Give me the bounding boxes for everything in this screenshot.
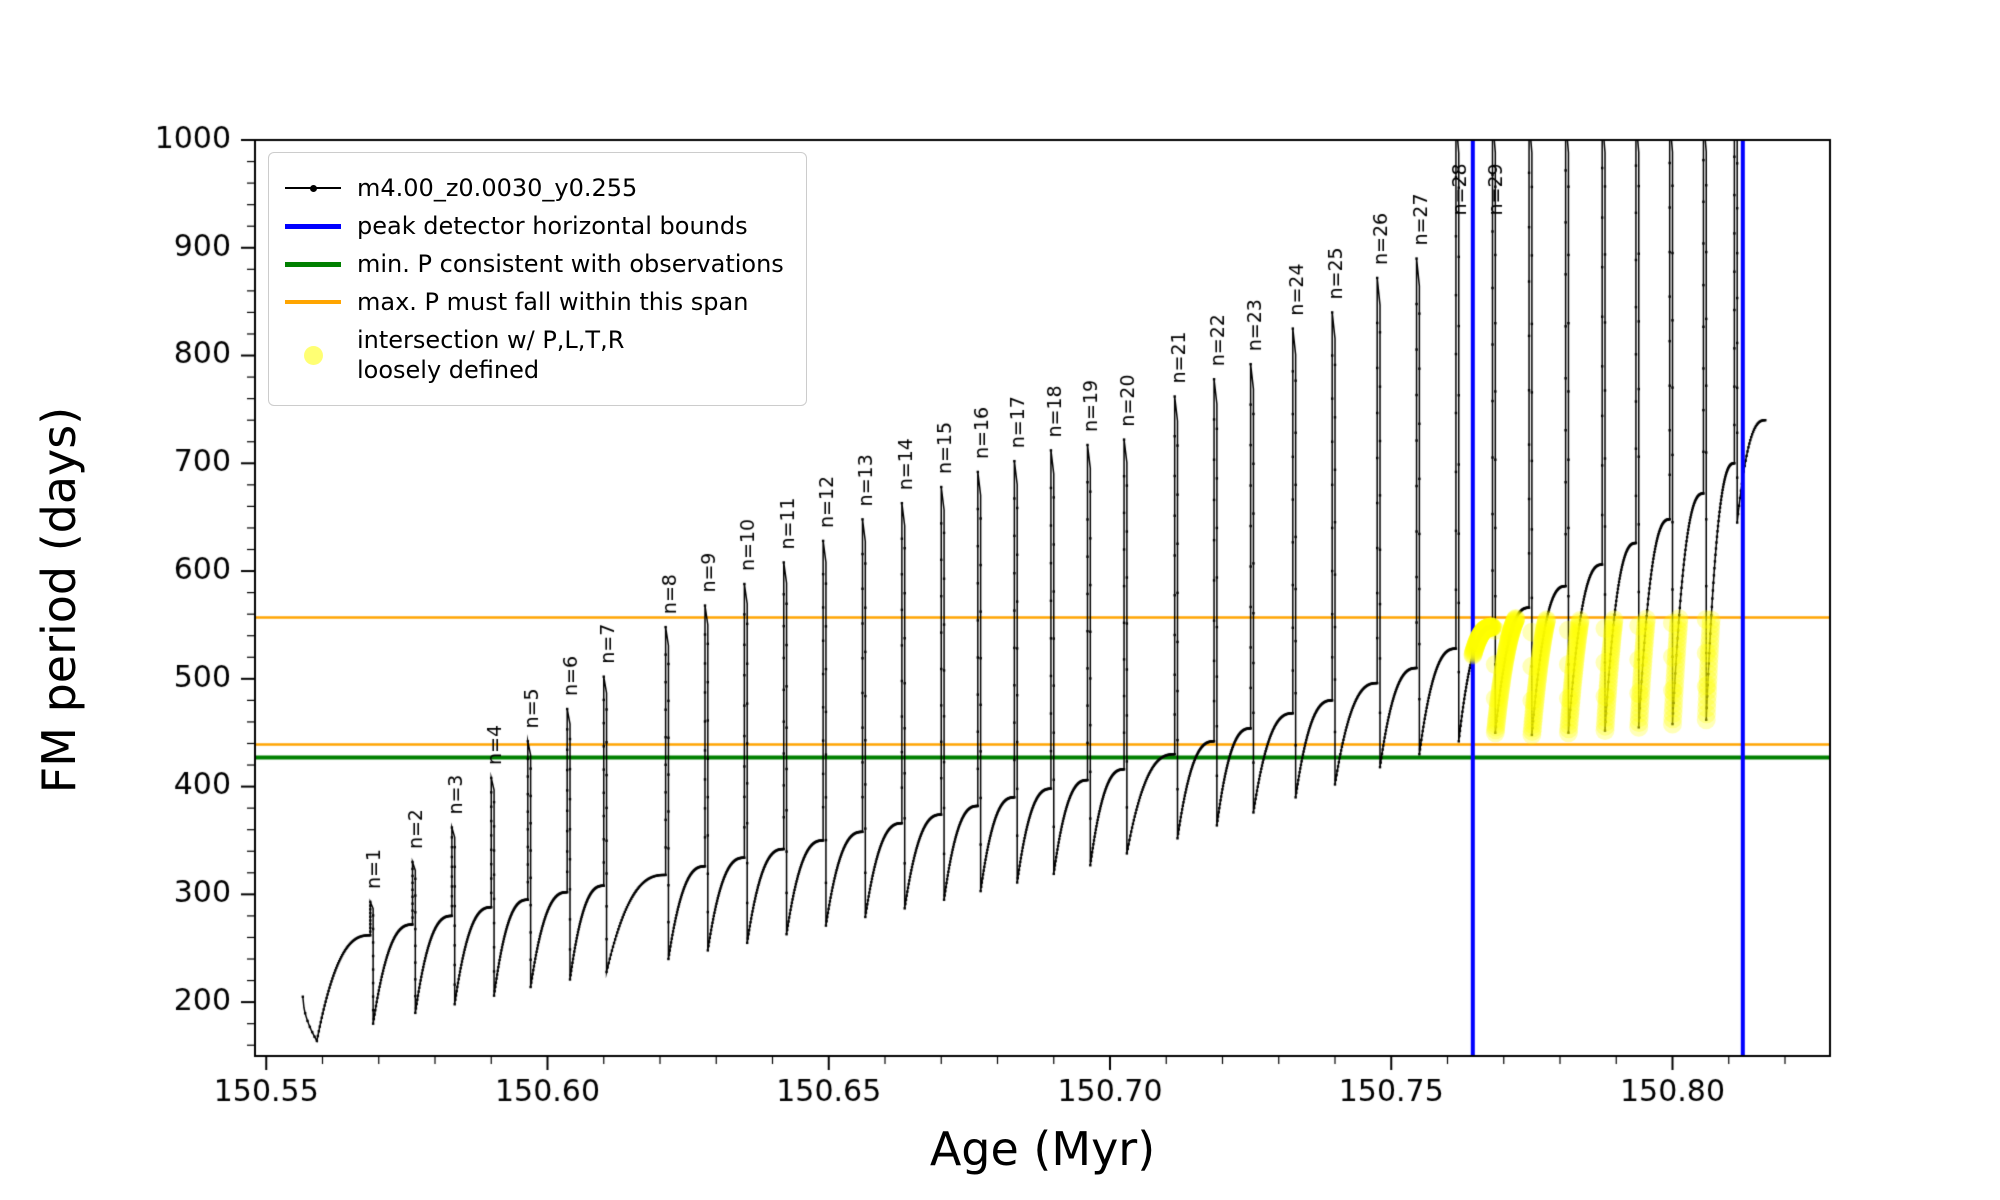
blue-line-icon — [285, 214, 341, 238]
series-line-marker-icon — [285, 176, 341, 200]
legend-label-max-p: max. P must fall within this span — [357, 288, 749, 316]
legend-label-peak-bounds: peak detector horizontal bounds — [357, 212, 748, 240]
legend-item-min-p: min. P consistent with observations — [285, 249, 784, 279]
x-axis-label: Age (Myr) — [929, 1122, 1156, 1176]
y-axis-label: FM period (days) — [32, 406, 86, 794]
legend-item-max-p: max. P must fall within this span — [285, 287, 784, 317]
legend-item-intersection: intersection w/ P,L,T,R loosely defined — [285, 325, 784, 385]
legend-item-peak-bounds: peak detector horizontal bounds — [285, 211, 784, 241]
legend: m4.00_z0.0030_y0.255 peak detector horiz… — [268, 152, 807, 406]
legend-label-series: m4.00_z0.0030_y0.255 — [357, 174, 638, 202]
legend-item-series: m4.00_z0.0030_y0.255 — [285, 173, 784, 203]
orange-line-icon — [285, 290, 341, 314]
legend-label-intersection: intersection w/ P,L,T,R loosely defined — [357, 326, 625, 384]
green-line-icon — [285, 252, 341, 276]
yellow-dot-icon — [285, 343, 341, 367]
legend-label-min-p: min. P consistent with observations — [357, 250, 784, 278]
